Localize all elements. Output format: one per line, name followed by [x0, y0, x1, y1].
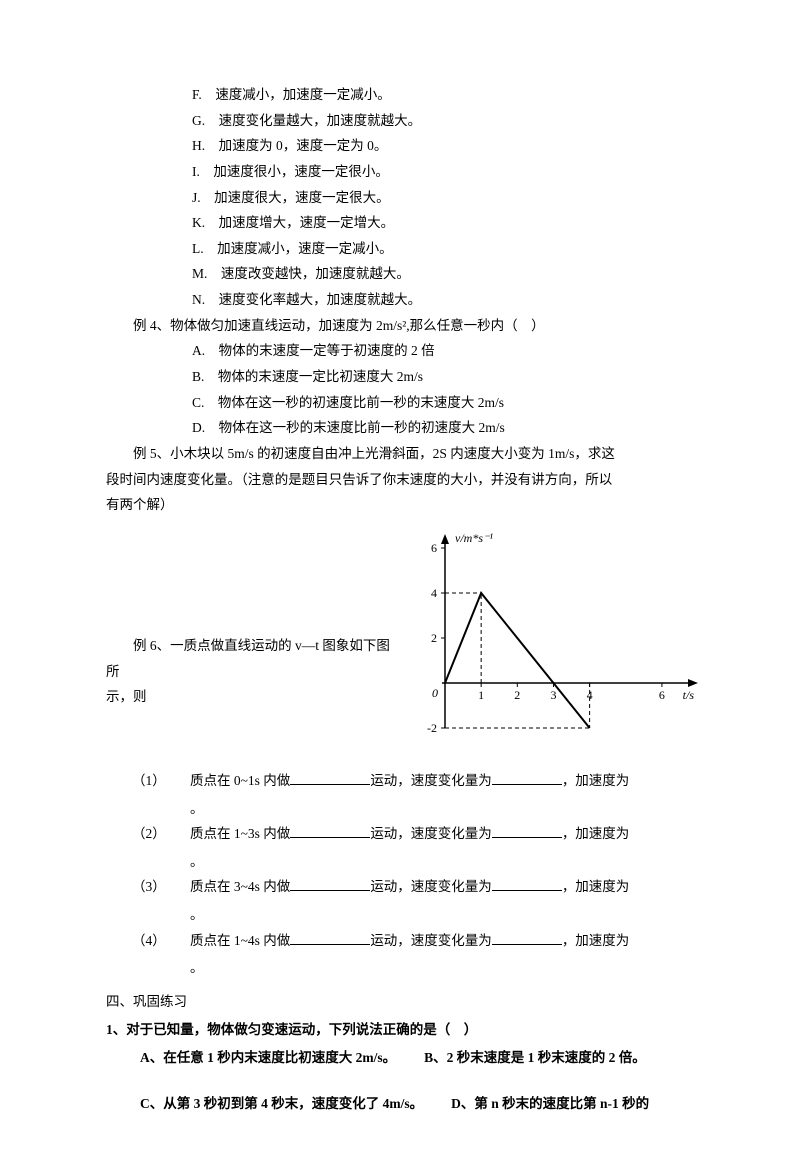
page: F. 速度减小，加速度一定减小。 G. 速度变化量越大，加速度就越大。 H. 加… [0, 0, 800, 1157]
option-H: H. 加速度为 0，速度一定为 0。 [100, 133, 700, 159]
fill-1: （1） 质点在 0~1s 内做运动，速度变化量为，加速度为 [100, 768, 700, 794]
q1-stem: 1、对于已知量，物体做匀变速运动，下列说法正确的是（ ） [100, 1017, 700, 1043]
ex4-A: A. 物体的末速度一定等于初速度的 2 倍 [100, 338, 700, 364]
option-F: F. 速度减小，加速度一定减小。 [100, 82, 700, 108]
svg-text:t/s: t/s [683, 688, 695, 702]
svg-text:1: 1 [478, 688, 484, 702]
ex4-C: C. 物体在这一秒的初速度比前一秒的末速度大 2m/s [100, 390, 700, 416]
example-5: 例 5、小木块以 5m/s 的初速度自由冲上光滑斜面，2S 内速度大小变为 1m… [100, 441, 700, 518]
option-G: G. 速度变化量越大，加速度就越大。 [100, 108, 700, 134]
svg-text:2: 2 [514, 688, 520, 702]
fill-questions: （1） 质点在 0~1s 内做运动，速度变化量为，加速度为 。 （2） 质点在 … [100, 768, 700, 981]
svg-text:0: 0 [432, 686, 438, 700]
option-I: I. 加速度很小，速度一定很小。 [100, 159, 700, 185]
vt-chart: -2246012346v/m*s⁻¹t/s [400, 528, 700, 748]
option-K: K. 加速度增大，速度一定增大。 [100, 210, 700, 236]
ex4-B: B. 物体的末速度一定比初速度大 2m/s [100, 364, 700, 390]
option-L: L. 加速度减小，速度一定减小。 [100, 236, 700, 262]
fill-4: （4） 质点在 1~4s 内做运动，速度变化量为，加速度为 [100, 928, 700, 954]
example-4-stem: 例 4、物体做匀加速直线运动，加速度为 2m/s²,那么任意一秒内（ ） [100, 313, 700, 339]
svg-text:6: 6 [431, 541, 437, 555]
option-J: J. 加速度很大，速度一定很大。 [100, 185, 700, 211]
svg-text:2: 2 [431, 631, 437, 645]
section-4-title: 四、巩固练习 [100, 989, 700, 1015]
fill-2: （2） 质点在 1~3s 内做运动，速度变化量为，加速度为 [100, 821, 700, 847]
option-N: N. 速度变化率越大，加速度就越大。 [100, 287, 700, 313]
option-M: M. 速度改变越快，加速度就越大。 [100, 261, 700, 287]
svg-text:-2: -2 [427, 721, 437, 735]
q1-options: A、在任意 1 秒内末速度比初速度大 2m/s。B、2 秒末速度是 1 秒末速度… [100, 1045, 700, 1116]
svg-text:6: 6 [659, 688, 665, 702]
svg-text:4: 4 [431, 586, 437, 600]
svg-text:v/m*s⁻¹: v/m*s⁻¹ [455, 531, 493, 545]
fill-3: （3） 质点在 3~4s 内做运动，速度变化量为，加速度为 [100, 874, 700, 900]
example-6-text: 例 6、一质点做直线运动的 v—t 图象如下图所 示，则 [100, 528, 400, 710]
ex4-D: D. 物体在这一秒的末速度比前一秒的初速度大 2m/s [100, 415, 700, 441]
svg-text:3: 3 [550, 688, 556, 702]
